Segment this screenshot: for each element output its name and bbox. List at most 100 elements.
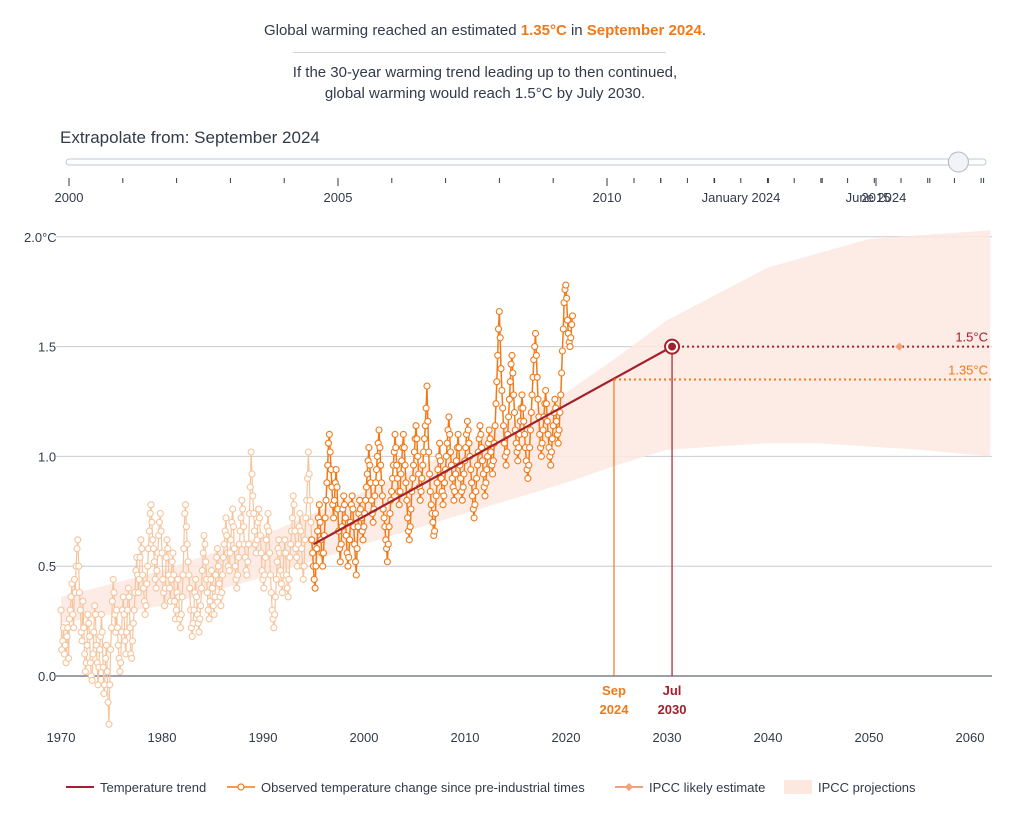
slider-track[interactable] (65, 158, 987, 166)
observed-point (372, 479, 380, 487)
observed-point (508, 351, 516, 359)
observed-point (168, 558, 176, 566)
observed-point (214, 562, 222, 570)
observed-point (499, 422, 508, 430)
observed-point (310, 575, 318, 583)
observed-point (237, 514, 245, 522)
observed-point (391, 430, 399, 438)
observed-point (412, 422, 420, 430)
observed-point (492, 400, 500, 408)
observed-point (562, 281, 570, 289)
observed-point (356, 496, 364, 504)
observed-point (454, 430, 462, 438)
observed-point (392, 444, 400, 452)
observed-point (353, 545, 361, 553)
observed-point (286, 553, 294, 561)
observed-point (417, 487, 425, 496)
observed-point (427, 501, 435, 509)
observed-point (542, 386, 550, 395)
observed-point (472, 487, 480, 496)
observed-point (70, 624, 78, 632)
observed-point (434, 466, 442, 474)
observed-point (337, 540, 345, 548)
observed-point (225, 567, 233, 575)
observed-point (145, 527, 153, 535)
observed-point (363, 470, 371, 478)
observed-point (324, 439, 333, 447)
observed-point (142, 602, 150, 610)
observed-point (395, 501, 403, 509)
observed-point (316, 518, 324, 526)
observed-point (537, 452, 545, 460)
observed-point (283, 584, 291, 592)
observed-point (78, 637, 86, 645)
observed-point (284, 593, 292, 601)
observed-point (485, 426, 493, 434)
observed-point (110, 589, 118, 597)
subline-value: 1.5°C (514, 85, 553, 102)
headline-date: September 2024 (586, 22, 702, 39)
observed-point (432, 492, 440, 500)
observed-point (264, 509, 272, 518)
observed-point (203, 589, 211, 597)
observed-point (255, 505, 263, 513)
x-tick-label: 2000 (350, 730, 379, 745)
slider-tick-label: 2010 (593, 190, 622, 205)
observed-point (271, 610, 279, 619)
observed-point (261, 571, 269, 579)
observed-point (300, 562, 308, 570)
observed-point (222, 514, 230, 522)
observed-point (134, 589, 142, 597)
observed-point (543, 417, 551, 425)
observed-point (171, 597, 179, 605)
observed-point (362, 496, 370, 504)
observed-point (234, 571, 242, 579)
observed-point (396, 487, 404, 496)
observed-point (207, 575, 215, 583)
observed-point (452, 470, 460, 478)
observed-point (494, 351, 502, 359)
observed-point (80, 624, 88, 632)
observed-point (450, 496, 458, 504)
observed-point (208, 584, 216, 592)
observed-point (64, 624, 72, 632)
slider-tick-label: 2005 (324, 190, 353, 205)
observed-point (281, 536, 289, 544)
observed-point (356, 505, 365, 513)
slider-handle[interactable] (947, 151, 969, 173)
observed-point (312, 562, 320, 570)
observed-point (192, 593, 201, 601)
legend: Temperature trend Observed temperature ch… (66, 780, 916, 795)
observed-point (547, 461, 555, 469)
slider-tick-label: 2015 (862, 190, 891, 205)
observed-point (104, 698, 112, 706)
observed-point (108, 597, 116, 605)
subline-suffix: . (641, 85, 646, 102)
observed-point (146, 509, 154, 518)
observed-point (465, 439, 473, 447)
observed-point (499, 404, 507, 412)
observed-point (138, 545, 146, 553)
y-tick-label: 1.5 (38, 340, 56, 355)
observed-point (372, 466, 381, 474)
observed-point (340, 492, 348, 500)
observed-point (256, 531, 264, 540)
y-tick-label: 0.0 (38, 669, 56, 684)
observed-point (249, 492, 257, 500)
observed-point (238, 496, 246, 504)
observed-point (177, 610, 185, 619)
observed-point (489, 470, 497, 478)
observed-point (152, 584, 160, 592)
observed-point (371, 492, 379, 500)
observed-point (505, 395, 513, 403)
observed-point (534, 395, 542, 403)
observed-point (473, 474, 481, 482)
observed-point (446, 430, 454, 438)
observed-point (244, 558, 252, 566)
observed-point (223, 531, 231, 540)
x-tick-label: 1980 (148, 730, 177, 745)
observed-point (272, 575, 280, 583)
observed-point (431, 527, 439, 535)
observed-point (345, 553, 353, 561)
